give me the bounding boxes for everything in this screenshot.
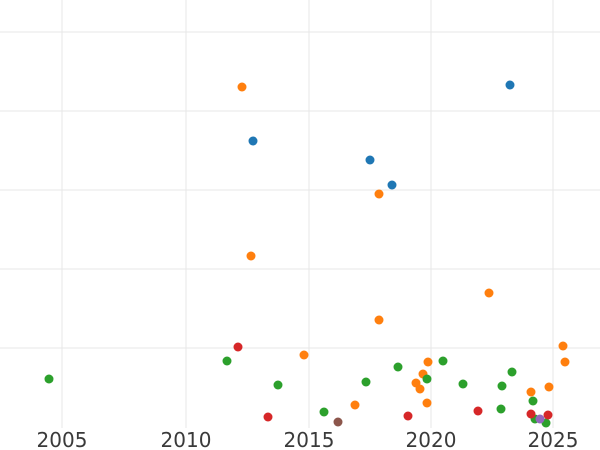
data-point-series-green: [361, 377, 371, 387]
data-point-series-green: [422, 374, 432, 384]
data-point-series-brown: [333, 417, 343, 427]
gridlines: [0, 0, 600, 428]
data-point-series-red: [403, 411, 413, 421]
data-point-series-orange: [422, 398, 432, 408]
data-points: [44, 80, 570, 428]
data-point-series-orange: [526, 387, 536, 397]
x-axis-tick-labels: 2005 2010 2015 2020 2025: [37, 428, 579, 450]
x-tick-label: 2020: [406, 428, 457, 450]
x-tick-label: 2005: [37, 428, 88, 450]
data-point-series-orange: [350, 400, 360, 410]
data-point-series-red: [543, 410, 553, 420]
data-point-series-orange: [246, 251, 256, 261]
data-point-series-red: [526, 409, 536, 419]
data-point-series-orange: [558, 341, 568, 351]
data-point-series-green: [507, 367, 517, 377]
data-point-series-red: [233, 342, 243, 352]
data-point-series-green: [497, 381, 507, 391]
data-point-series-orange: [423, 357, 433, 367]
data-point-series-green: [496, 404, 506, 414]
data-point-series-orange: [299, 350, 309, 360]
data-point-series-green: [528, 396, 538, 406]
data-point-series-green: [438, 356, 448, 366]
data-point-series-blue: [505, 80, 515, 90]
data-point-series-orange: [374, 189, 384, 199]
data-point-series-orange: [374, 315, 384, 325]
x-tick-label: 2025: [528, 428, 579, 450]
data-point-series-blue: [248, 136, 258, 146]
data-point-series-blue: [365, 155, 375, 165]
data-point-series-green: [273, 380, 283, 390]
data-point-series-orange: [484, 288, 494, 298]
data-point-series-red: [263, 412, 273, 422]
data-point-series-green: [44, 374, 54, 384]
x-tick-label: 2015: [284, 428, 335, 450]
data-point-series-orange: [415, 384, 425, 394]
data-point-series-orange: [560, 357, 570, 367]
data-point-series-red: [473, 406, 483, 416]
data-point-series-green: [319, 407, 329, 417]
data-point-series-green: [458, 379, 468, 389]
data-point-series-orange: [237, 82, 247, 92]
data-point-series-green: [222, 356, 232, 366]
data-point-series-orange: [544, 382, 554, 392]
x-tick-label: 2010: [161, 428, 212, 450]
data-point-series-purple: [535, 414, 545, 424]
data-point-series-blue: [387, 180, 397, 190]
data-point-series-green: [393, 362, 403, 372]
